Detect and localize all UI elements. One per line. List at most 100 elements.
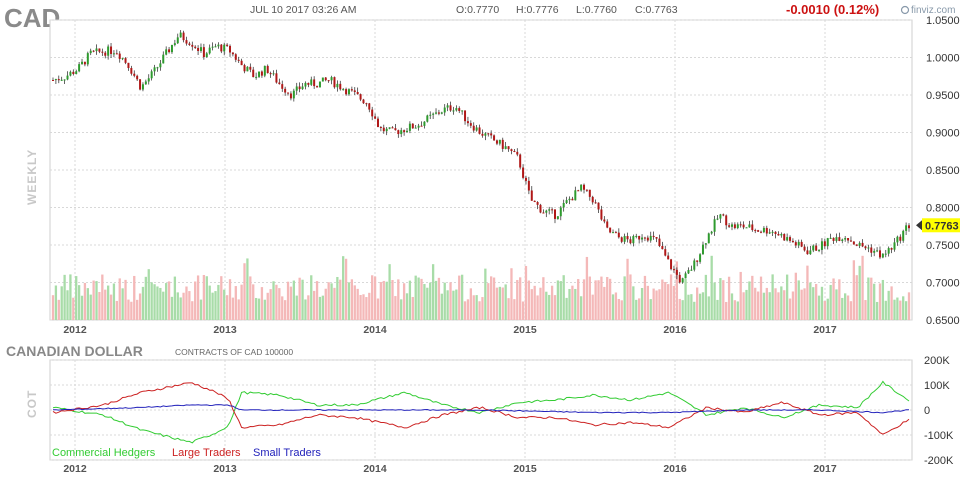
volume-bar <box>661 279 664 320</box>
volume-bar <box>405 293 409 320</box>
candle-body <box>252 69 255 78</box>
candle-body <box>719 214 722 219</box>
candle <box>420 121 423 127</box>
candle-body <box>72 71 75 75</box>
candle-body <box>432 113 435 115</box>
candle-body <box>565 200 568 203</box>
candle <box>54 78 57 85</box>
candle-body <box>226 44 229 46</box>
finviz-logo[interactable]: finviz.com <box>900 5 956 16</box>
candle <box>382 124 385 134</box>
candle-body <box>876 250 879 252</box>
cot-x-tick-label: 2015 <box>513 463 537 475</box>
candle <box>112 50 115 58</box>
candle <box>472 122 475 133</box>
candle-body <box>353 90 356 92</box>
candle-body <box>391 127 394 129</box>
volume-bar <box>185 286 188 320</box>
volume-bar <box>545 291 548 320</box>
candle-body <box>336 83 339 88</box>
volume-bar <box>626 258 629 320</box>
volume-bar <box>347 282 351 320</box>
candle-body <box>612 232 615 234</box>
volume-bar <box>875 301 879 320</box>
candle-body <box>452 110 455 112</box>
volume-bar <box>75 276 78 320</box>
high-value: H:0.7776 <box>516 4 559 16</box>
candle-body <box>223 44 226 52</box>
cot-tick-label: 100K <box>924 380 950 392</box>
candle-body <box>861 242 864 247</box>
candle-body <box>197 47 200 51</box>
volume-bar <box>342 256 345 320</box>
volume-bar <box>356 288 359 320</box>
candle-body <box>173 43 176 45</box>
volume-bar <box>867 277 870 320</box>
candle-body <box>307 82 310 85</box>
candle <box>246 66 249 72</box>
candle <box>391 126 394 129</box>
candle <box>725 214 728 230</box>
candle-body <box>585 189 588 191</box>
candle-body <box>426 115 429 122</box>
candle-body <box>316 86 319 88</box>
candle <box>107 44 110 60</box>
volume-bar <box>678 298 681 320</box>
candle-body <box>600 209 603 220</box>
candle <box>371 106 374 121</box>
candle <box>533 200 536 203</box>
candle <box>606 219 609 229</box>
candle <box>730 222 733 231</box>
candle <box>626 232 629 243</box>
volume-bar <box>362 294 365 320</box>
candle-body <box>847 238 850 241</box>
candle-body <box>887 248 890 254</box>
candle-body <box>838 237 841 242</box>
candle <box>823 238 826 249</box>
candle <box>159 60 162 71</box>
volume-bar <box>385 281 388 320</box>
candle <box>530 186 533 201</box>
volume-bar <box>182 292 185 320</box>
volume-bar <box>191 301 194 320</box>
candle <box>771 230 774 236</box>
candle-body <box>356 91 359 95</box>
candle <box>223 42 226 56</box>
candle <box>699 253 702 264</box>
volume-bar <box>556 280 560 320</box>
volume-bar <box>86 288 89 320</box>
candle <box>757 229 760 232</box>
volume-bar <box>394 296 397 320</box>
volume-bar <box>156 286 159 320</box>
candle-body <box>81 61 84 65</box>
candle-body <box>185 40 188 44</box>
volume-bar <box>649 299 652 320</box>
volume-bar <box>887 290 890 320</box>
volume-bar <box>783 290 786 320</box>
candle <box>614 230 617 234</box>
volume-bar <box>307 295 310 320</box>
candle-body <box>878 250 881 258</box>
candle-body <box>217 44 220 47</box>
candle-body <box>260 71 263 76</box>
candle <box>838 232 841 242</box>
cot-tick-label: -200K <box>924 455 954 467</box>
volume-bar <box>597 280 600 320</box>
volume-bar <box>234 286 237 320</box>
candle <box>342 87 345 91</box>
candle <box>156 66 159 72</box>
candle-body <box>150 71 153 79</box>
candle <box>179 30 182 38</box>
volume-bar <box>104 289 107 320</box>
volume-bar <box>460 274 464 320</box>
candle-body <box>641 237 644 240</box>
candle <box>66 71 69 81</box>
volume-bar <box>391 279 394 320</box>
candle-body <box>664 249 667 256</box>
volume-bar <box>121 288 124 320</box>
volume-bar <box>130 301 133 320</box>
candle-body <box>86 53 89 65</box>
price-x-tick-label: 2014 <box>363 324 387 336</box>
